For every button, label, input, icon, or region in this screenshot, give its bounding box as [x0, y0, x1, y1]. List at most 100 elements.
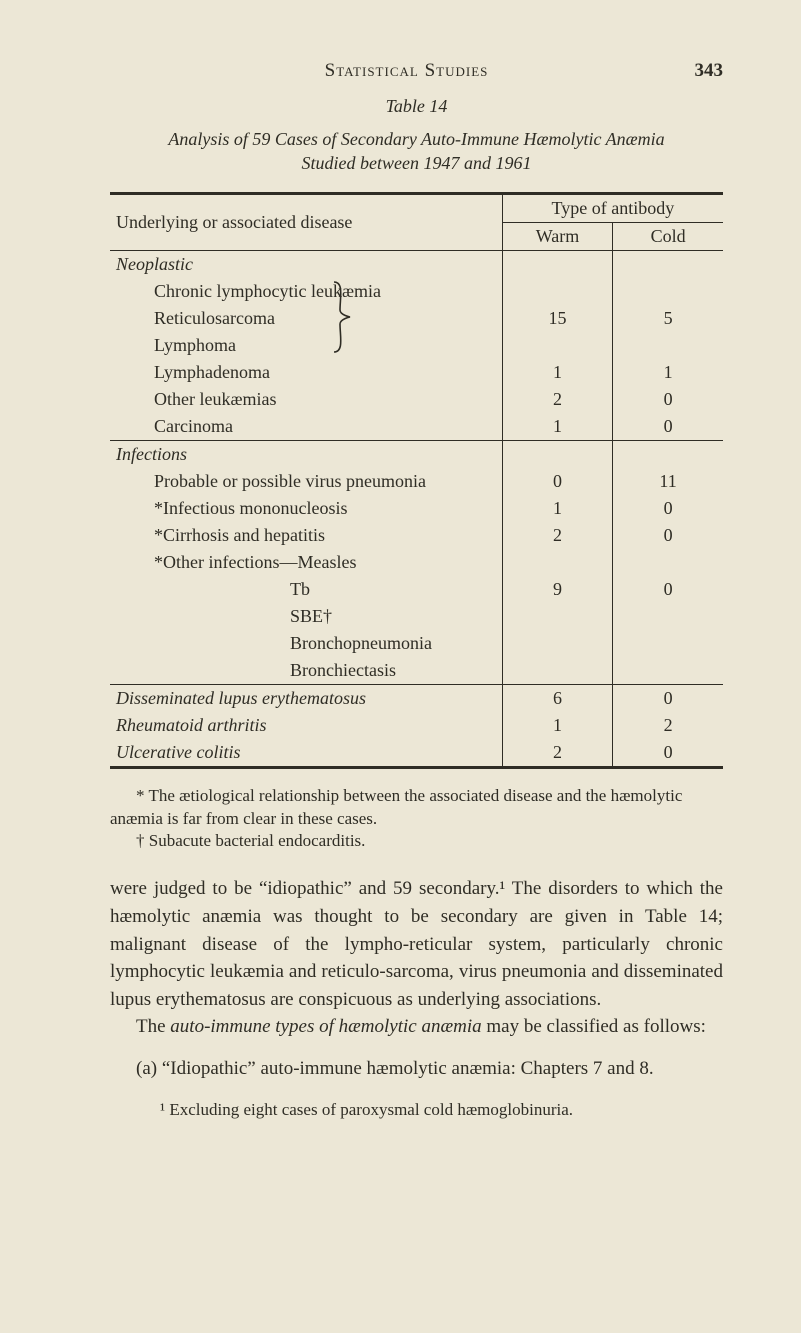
table-row: Bronchopneumonia — [110, 630, 723, 657]
cell-cold: 0 — [613, 522, 723, 549]
data-table: Underlying or associated disease Type of… — [110, 192, 723, 769]
footnote-dagger: † Subacute bacterial endocarditis. — [110, 830, 723, 853]
cell-cold: 0 — [613, 413, 723, 441]
cell-cold: 1 — [613, 359, 723, 386]
table-row: Tb 9 0 — [110, 576, 723, 603]
row-label: Probable or possible virus pneumonia — [110, 468, 502, 495]
cell-warm: 0 — [502, 468, 612, 495]
row-label: Lymphoma — [110, 332, 502, 359]
brace-icon — [330, 280, 352, 354]
running-head-title: Statistical Studies — [110, 60, 663, 82]
row-label: Tb — [110, 576, 502, 603]
cell-warm: 9 — [502, 576, 612, 603]
table-row: Carcinoma 1 0 — [110, 413, 723, 441]
cell-cold — [613, 440, 723, 468]
cell-warm: 2 — [502, 522, 612, 549]
table-title-line2: Studied between 1947 and 1961 — [302, 153, 532, 173]
table-row: Other leukæmias 2 0 — [110, 386, 723, 413]
cell-cold — [613, 603, 723, 630]
cell-warm — [502, 250, 612, 278]
table-row: Infections — [110, 440, 723, 468]
cell-warm — [502, 630, 612, 657]
table-row: *Infectious mononucleosis 1 0 — [110, 495, 723, 522]
cell-warm — [502, 332, 612, 359]
cell-cold: 0 — [613, 386, 723, 413]
footnote-star: * The ætiological relationship between t… — [110, 785, 723, 831]
cell-cold — [613, 630, 723, 657]
table-row: Lymphadenoma 1 1 — [110, 359, 723, 386]
table-row: *Cirrhosis and hepatitis 2 0 — [110, 522, 723, 549]
table-row: Chronic lymphocytic leukæmia — [110, 278, 723, 305]
paragraph-1: were judged to be “idiopathic” and 59 se… — [110, 875, 723, 1013]
cell-cold: 11 — [613, 468, 723, 495]
row-label: Bronchiectasis — [110, 657, 502, 685]
running-head: Statistical Studies 343 — [110, 60, 723, 82]
table-row: Bronchiectasis — [110, 657, 723, 685]
table-row: SBE† — [110, 603, 723, 630]
table-row: *Other infections—Measles — [110, 549, 723, 576]
bottom-footnote: ¹ Excluding eight cases of paroxysmal co… — [110, 1100, 723, 1120]
list-item-a: (a) “Idiopathic” auto-immune hæmolytic a… — [110, 1055, 723, 1083]
row-label: Ulcerative colitis — [110, 739, 502, 768]
table-header-row-1: Underlying or associated disease Type of… — [110, 193, 723, 222]
cell-warm: 2 — [502, 386, 612, 413]
table-footnotes: * The ætiological relationship between t… — [110, 785, 723, 854]
cell-cold — [613, 549, 723, 576]
cell-cold: 0 — [613, 739, 723, 768]
table-row: Disseminated lupus erythematosus 6 0 — [110, 684, 723, 712]
body-text: were judged to be “idiopathic” and 59 se… — [110, 875, 723, 1082]
cell-warm: 1 — [502, 413, 612, 441]
cell-warm: 6 — [502, 684, 612, 712]
page: Statistical Studies 343 Table 14 Analysi… — [0, 0, 801, 1333]
cell-cold — [613, 332, 723, 359]
cell-warm — [502, 278, 612, 305]
cell-warm: 1 — [502, 495, 612, 522]
cell-warm — [502, 549, 612, 576]
cell-label: Chronic lymphocytic leukæmia — [110, 278, 502, 305]
cell-warm: 1 — [502, 359, 612, 386]
row-label: Disseminated lupus erythematosus — [110, 684, 502, 712]
cell-warm — [502, 657, 612, 685]
row-label: *Cirrhosis and hepatitis — [110, 522, 502, 549]
row-label: *Infectious mononucleosis — [110, 495, 502, 522]
row-label: SBE† — [110, 603, 502, 630]
row-label: *Other infections—Measles — [110, 549, 502, 576]
cell-cold: 5 — [613, 305, 723, 332]
cell-cold: 2 — [613, 712, 723, 739]
para2-tail: may be classified as follows: — [482, 1016, 706, 1037]
cell-cold — [613, 657, 723, 685]
table-row: Neoplastic — [110, 250, 723, 278]
cell-warm — [502, 603, 612, 630]
table-row: Probable or possible virus pneumonia 0 1… — [110, 468, 723, 495]
cell-cold: 0 — [613, 684, 723, 712]
header-disease: Underlying or associated disease — [110, 193, 502, 250]
table-title: Analysis of 59 Cases of Secondary Auto-I… — [120, 127, 713, 176]
table-row: Rheumatoid arthritis 1 2 — [110, 712, 723, 739]
cell-warm: 2 — [502, 739, 612, 768]
row-label: Other leukæmias — [110, 386, 502, 413]
header-warm: Warm — [502, 222, 612, 250]
para2-italic: auto-immune types of hæmolytic anæmia — [170, 1016, 481, 1037]
table-row: Reticulosarcoma 15 5 — [110, 305, 723, 332]
row-label: Lymphadenoma — [110, 359, 502, 386]
row-label: Carcinoma — [110, 413, 502, 441]
table-label: Table 14 — [110, 96, 723, 117]
table-row: Lymphoma — [110, 332, 723, 359]
header-cold: Cold — [613, 222, 723, 250]
cell-cold — [613, 250, 723, 278]
cell-cold — [613, 278, 723, 305]
row-label: Bronchopneumonia — [110, 630, 502, 657]
table-title-line1: Analysis of 59 Cases of Secondary Auto-I… — [168, 129, 664, 149]
row-label: Rheumatoid arthritis — [110, 712, 502, 739]
cell-warm: 15 — [502, 305, 612, 332]
page-number: 343 — [663, 60, 723, 82]
cell-cold: 0 — [613, 495, 723, 522]
cell-warm: 1 — [502, 712, 612, 739]
cell-warm — [502, 440, 612, 468]
row-label: Reticulosarcoma — [110, 305, 502, 332]
header-antibody: Type of antibody — [502, 193, 723, 222]
cell-cold: 0 — [613, 576, 723, 603]
section-heading: Infections — [110, 440, 502, 468]
para2-lead: The — [136, 1016, 170, 1037]
table-row: Ulcerative colitis 2 0 — [110, 739, 723, 768]
